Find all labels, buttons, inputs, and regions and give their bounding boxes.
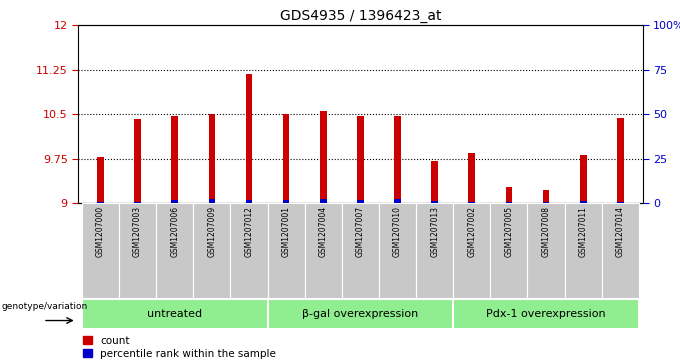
Bar — [564, 203, 602, 298]
Bar — [97, 201, 104, 203]
Bar — [543, 201, 549, 203]
Bar — [617, 118, 624, 203]
Bar — [506, 187, 512, 203]
Bar — [267, 299, 454, 329]
Bar — [156, 203, 193, 298]
Bar — [394, 116, 401, 203]
Text: GSM1207008: GSM1207008 — [541, 206, 551, 257]
Bar — [171, 115, 178, 203]
Bar — [342, 203, 379, 298]
Bar — [134, 201, 141, 203]
Text: GSM1207001: GSM1207001 — [282, 206, 290, 257]
Text: GSM1207006: GSM1207006 — [170, 206, 180, 257]
Bar — [469, 201, 475, 203]
Bar — [97, 157, 104, 203]
Text: GSM1207004: GSM1207004 — [319, 206, 328, 257]
Bar — [245, 74, 252, 203]
Bar — [320, 199, 326, 203]
Text: GSM1207005: GSM1207005 — [505, 206, 513, 257]
Text: GSM1207007: GSM1207007 — [356, 206, 365, 257]
Bar — [267, 203, 305, 298]
Bar — [305, 203, 342, 298]
Bar — [283, 200, 290, 203]
Bar — [580, 201, 587, 203]
Bar — [580, 155, 587, 203]
Bar — [82, 203, 119, 298]
Bar — [454, 299, 639, 329]
Bar — [119, 203, 156, 298]
Text: GSM1207010: GSM1207010 — [393, 206, 402, 257]
Bar — [209, 199, 215, 203]
Bar — [245, 200, 252, 203]
Bar — [602, 203, 639, 298]
Bar — [209, 114, 215, 203]
Text: GSM1207009: GSM1207009 — [207, 206, 216, 257]
Bar — [490, 203, 528, 298]
Bar — [528, 203, 564, 298]
Title: GDS4935 / 1396423_at: GDS4935 / 1396423_at — [279, 9, 441, 23]
Bar — [469, 154, 475, 203]
Bar — [357, 200, 364, 203]
Bar — [82, 299, 267, 329]
Text: GSM1207002: GSM1207002 — [467, 206, 476, 257]
Text: GSM1207011: GSM1207011 — [579, 206, 588, 257]
Bar — [379, 203, 416, 298]
Text: GSM1207000: GSM1207000 — [96, 206, 105, 257]
Bar — [506, 201, 512, 203]
Bar — [283, 114, 290, 203]
Text: β-gal overexpression: β-gal overexpression — [303, 309, 418, 319]
Bar — [171, 200, 178, 203]
Bar — [431, 160, 438, 203]
Bar — [431, 201, 438, 203]
Text: GSM1207014: GSM1207014 — [616, 206, 625, 257]
Bar — [134, 119, 141, 203]
Text: GSM1207012: GSM1207012 — [245, 206, 254, 257]
Bar — [193, 203, 231, 298]
Text: GSM1207003: GSM1207003 — [133, 206, 142, 257]
Bar — [617, 201, 624, 203]
Bar — [454, 203, 490, 298]
Bar — [394, 199, 401, 203]
Bar — [416, 203, 454, 298]
Text: Pdx-1 overexpression: Pdx-1 overexpression — [486, 309, 606, 319]
Bar — [231, 203, 267, 298]
Bar — [543, 190, 549, 203]
Bar — [320, 111, 326, 203]
Text: untreated: untreated — [147, 309, 203, 319]
Text: GSM1207013: GSM1207013 — [430, 206, 439, 257]
Text: genotype/variation: genotype/variation — [1, 302, 88, 311]
Bar — [357, 115, 364, 203]
Legend: count, percentile rank within the sample: count, percentile rank within the sample — [84, 335, 276, 359]
